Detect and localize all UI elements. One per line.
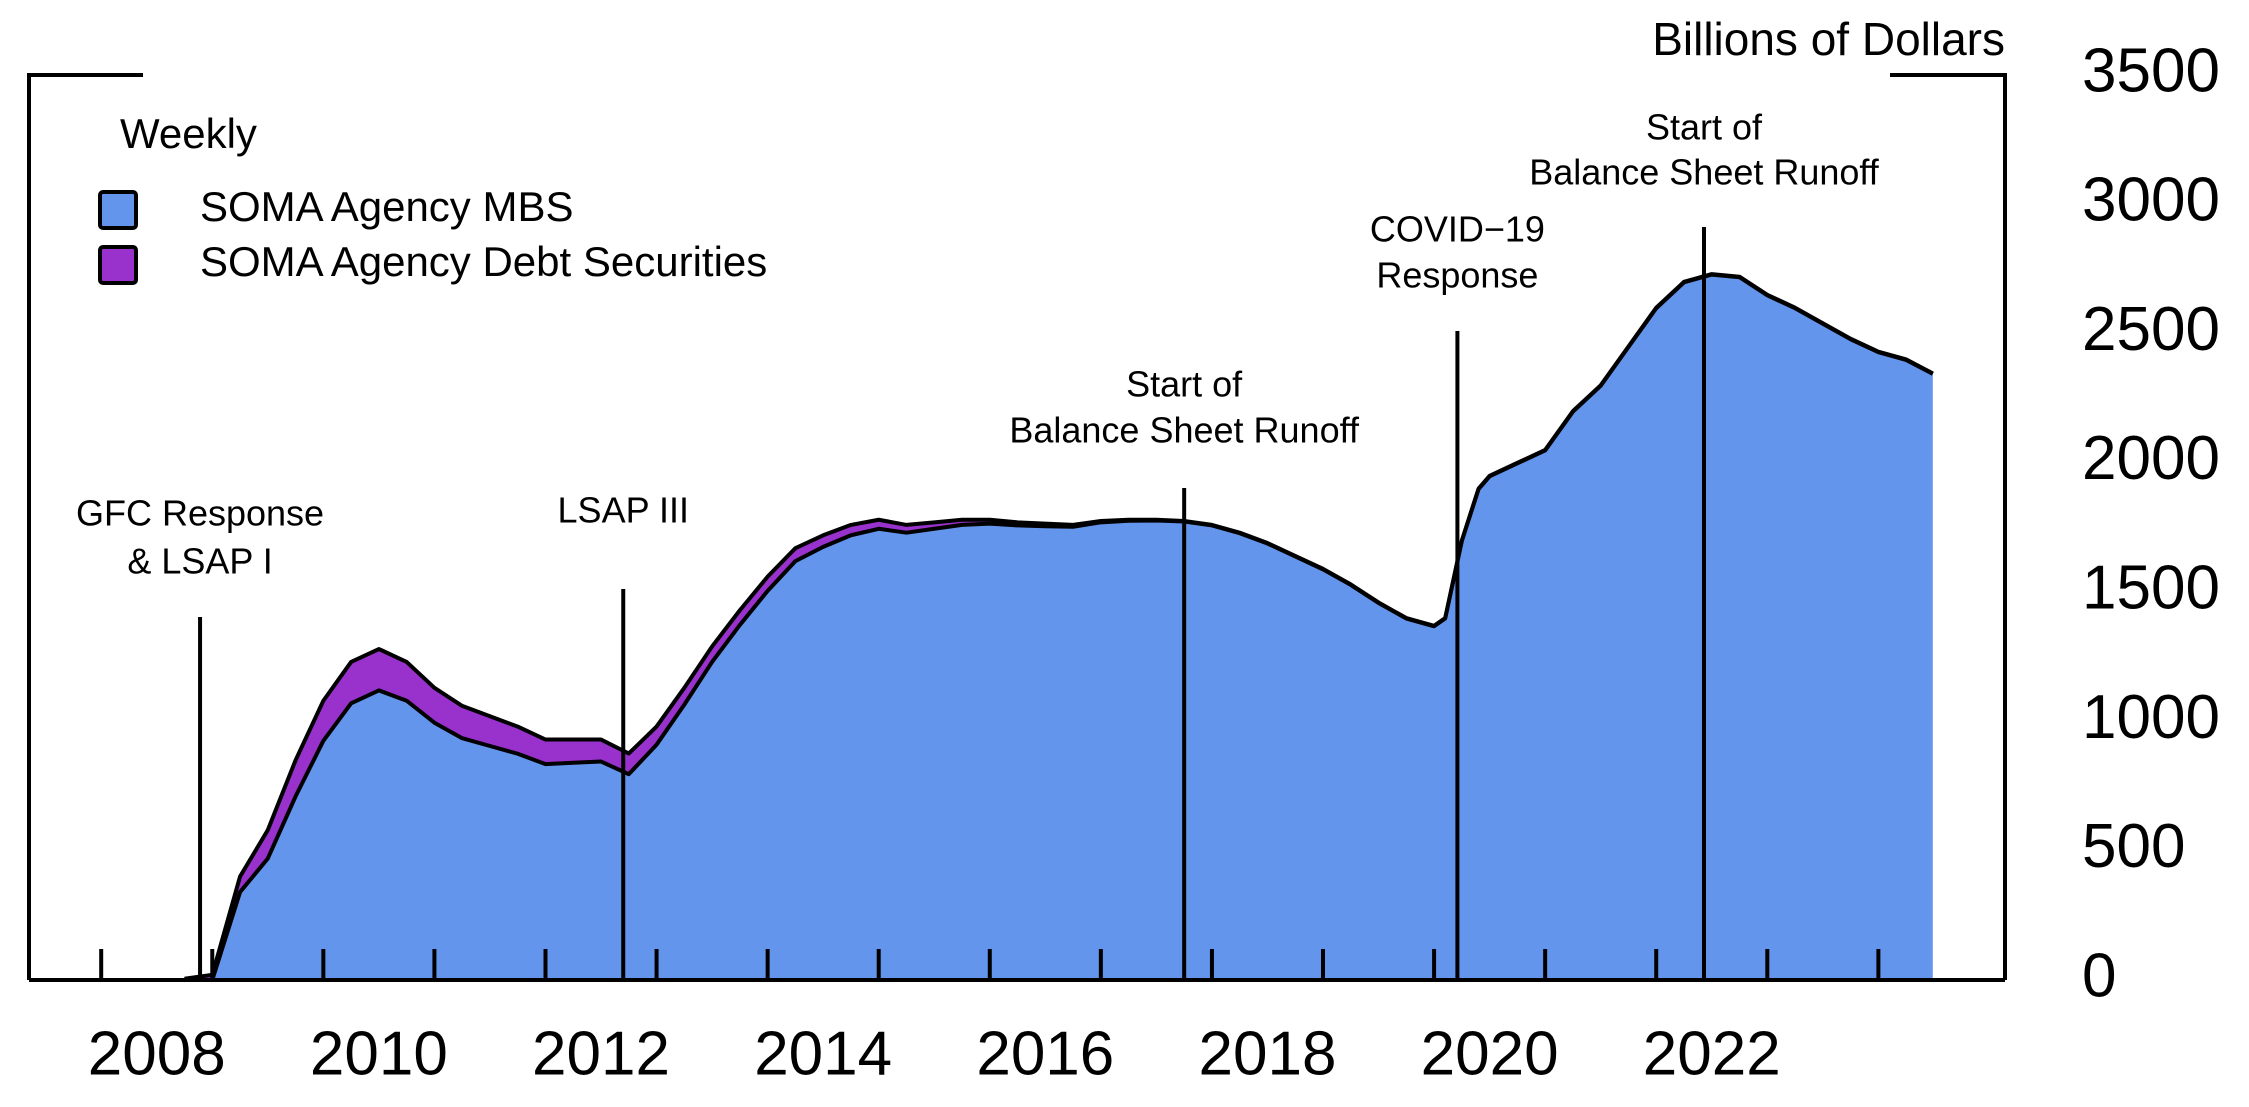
x-tick-label: 2016 [976,1019,1114,1088]
annotation-text: GFC Response [76,493,324,534]
y-tick-label: 0 [2082,941,2116,1010]
annotation-text: LSAP III [558,490,689,531]
annotation-text: Start of [1646,107,1763,148]
legend-label: SOMA Agency Debt Securities [200,238,767,285]
x-tick-label: 2008 [88,1019,226,1088]
legend-title: Weekly [120,110,257,157]
annotation-text: & LSAP I [127,541,272,582]
x-tick-label: 2010 [310,1019,448,1088]
y-tick-label: 3500 [2082,36,2220,105]
annotation-text: Response [1376,255,1538,296]
unit-label: Billions of Dollars [1652,13,2005,65]
x-tick-label: 2012 [532,1019,670,1088]
x-tick-label: 2018 [1199,1019,1337,1088]
annotation-text: Start of [1126,364,1243,405]
y-tick-label: 500 [2082,812,2185,881]
x-tick-label: 2022 [1643,1019,1781,1088]
y-tick-label: 2500 [2082,295,2220,364]
x-tick-label: 2014 [754,1019,892,1088]
y-tick-label: 3000 [2082,166,2220,235]
legend-swatch [98,190,138,230]
annotation-text: COVID−19 [1370,209,1545,250]
y-tick-label: 1500 [2082,554,2220,623]
x-tick-label: 2020 [1421,1019,1559,1088]
y-tick-label: 2000 [2082,424,2220,493]
area [184,274,1933,980]
legend-swatch [98,245,138,285]
y-tick-label: 1000 [2082,683,2220,752]
annotation-text: Balance Sheet Runoff [1009,410,1360,451]
area-outline [184,272,1934,981]
annotation-text: Balance Sheet Runoff [1529,152,1880,193]
legend-label: SOMA Agency MBS [200,183,574,230]
